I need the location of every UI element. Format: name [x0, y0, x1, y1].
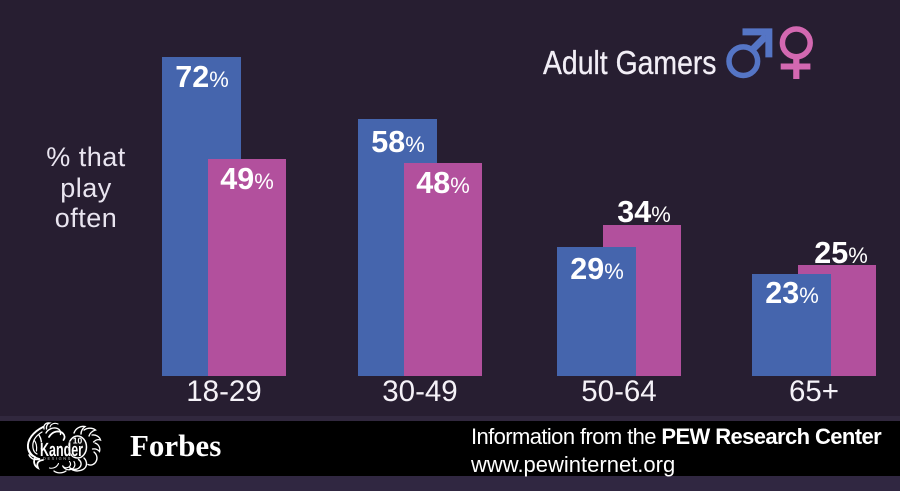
- svg-text:DESIGNS: DESIGNS: [43, 457, 72, 461]
- svg-text:10: 10: [73, 436, 83, 446]
- svg-text:Kander: Kander: [40, 440, 83, 461]
